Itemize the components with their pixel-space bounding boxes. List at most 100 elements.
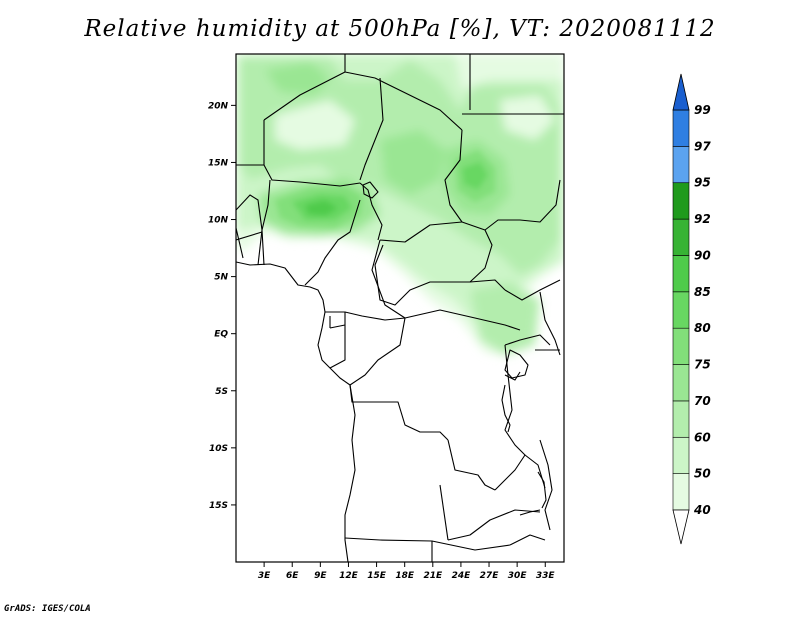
colorbar-label: 97 [694,139,711,153]
lon-tick-label: 24E [452,571,472,581]
border-zambia-east [494,454,546,491]
border-gabon-congo [329,325,346,369]
border-uganda-kenya [539,291,561,356]
colorbar-box [672,364,690,402]
country-borders [236,54,564,562]
coast-angola [344,384,356,562]
colorbar-label: 70 [694,394,711,408]
border-libya-west [344,54,376,79]
lon-tick-label: 27E [480,571,500,581]
border-rwanda [504,371,521,381]
coast-west-africa [236,261,351,386]
border-angola-zambia [439,484,449,541]
colorbar-box [672,255,690,293]
lat-tick-label: 15N [208,158,229,168]
lat-tick-label: 20N [208,101,229,111]
border-chad-libya [374,77,463,131]
border-congo-drc [344,311,406,386]
border-botswana-zim [509,534,546,546]
grads-credit: GrADS: IGES/COLA [4,604,91,614]
lon-tick-label: 21E [423,571,443,581]
border-drc-north [404,309,521,331]
lon-tick-label: 15E [367,571,387,581]
colorbar-label: 92 [694,212,711,226]
lat-tick-label: 10S [209,444,228,454]
lake-volta [236,227,244,259]
shade-80-nile [462,162,488,190]
border-chad-car [379,221,463,243]
border-benin [257,229,263,266]
colorbar: 40 50 60 70 75 80 85 90 92 95 97 99 [672,73,711,545]
colorbar-label: 90 [694,248,711,262]
colorbar-box [672,182,690,220]
colorbar-label: 60 [694,430,711,444]
lake-victoria [504,349,529,379]
lat-tick-label: 15S [209,501,228,511]
lat-tick-label: 10N [208,216,229,226]
shade-85-sahel [305,200,338,216]
border-car-south [374,244,506,306]
lon-tick-label: 33E [536,571,556,581]
border-chad-lake [359,182,383,241]
lon-tick-label: 6E [286,571,299,581]
border-burkina-east [236,194,263,231]
lon-tick-label: 9E [314,571,327,581]
border-ssudan-east [504,279,561,301]
lon-tick-label: 3E [258,571,271,581]
colorbar-box [672,109,690,147]
humidity-shading [236,54,564,355]
colorbar-box [672,218,690,256]
longitude-axis: 3E 6E 9E 12E 15E 18E 21E 24E 27E 30E 33E [258,562,556,581]
border-drc-east [504,344,526,456]
colorbar-box [672,291,690,329]
shade-70-central [380,130,445,195]
lon-tick-label: 18E [395,571,415,581]
border-angola-drc-south [447,439,496,491]
border-zambia-south [447,509,541,541]
border-nigeria-west [261,179,271,266]
border-uganda [504,334,551,346]
shade-dry-patch-1 [275,100,355,150]
border-chad-sudan [444,129,463,223]
colorbar-label: 40 [693,503,711,517]
colorbar-label: 80 [694,321,711,335]
border-algeria-niger [263,71,346,121]
lake-tanganyika [501,384,511,433]
border-niger-south [263,164,361,187]
lat-tick-label: 5N [214,273,228,283]
colorbar-box [672,473,690,511]
shade-70-north [265,62,330,95]
latitude-axis: 20N 15N 10N 5N EQ 5S 10S 15S [208,101,236,511]
lake-malawi [537,471,547,509]
border-angola-namibia [344,537,511,551]
colorbar-label: 99 [694,103,711,117]
colorbar-label: 85 [694,285,711,299]
colorbar-low-arrow [672,509,690,545]
colorbar-label: 95 [694,176,711,190]
shade-dry-patch-2 [500,95,555,140]
lon-tick-label: 12E [339,571,359,581]
lake-kariba [519,509,541,516]
colorbar-label: 50 [694,467,711,481]
lat-tick-label: 5S [215,387,228,397]
border-ssudan-car [469,229,493,283]
border-burkina-south [236,231,263,241]
border-niger-chad [359,77,384,181]
border-gabon [325,311,346,329]
border-malawi [539,439,553,531]
border-cameroon-east [371,239,406,319]
colorbar-box [672,146,690,184]
colorbar-high-arrow [672,73,690,111]
lake-chad [362,181,379,199]
map-frame [235,53,565,563]
lon-tick-label: 30E [508,571,528,581]
colorbar-label: 75 [694,358,711,372]
colorbar-box [672,400,690,438]
colorbar-box [672,436,690,474]
border-nigeria-cameroon [304,199,361,286]
colorbar-box [672,327,690,365]
border-angola-north [349,384,449,441]
lat-tick-label: EQ [214,330,228,340]
map-title: Relative humidity at 500hPa [%], VT: 202… [84,16,716,42]
